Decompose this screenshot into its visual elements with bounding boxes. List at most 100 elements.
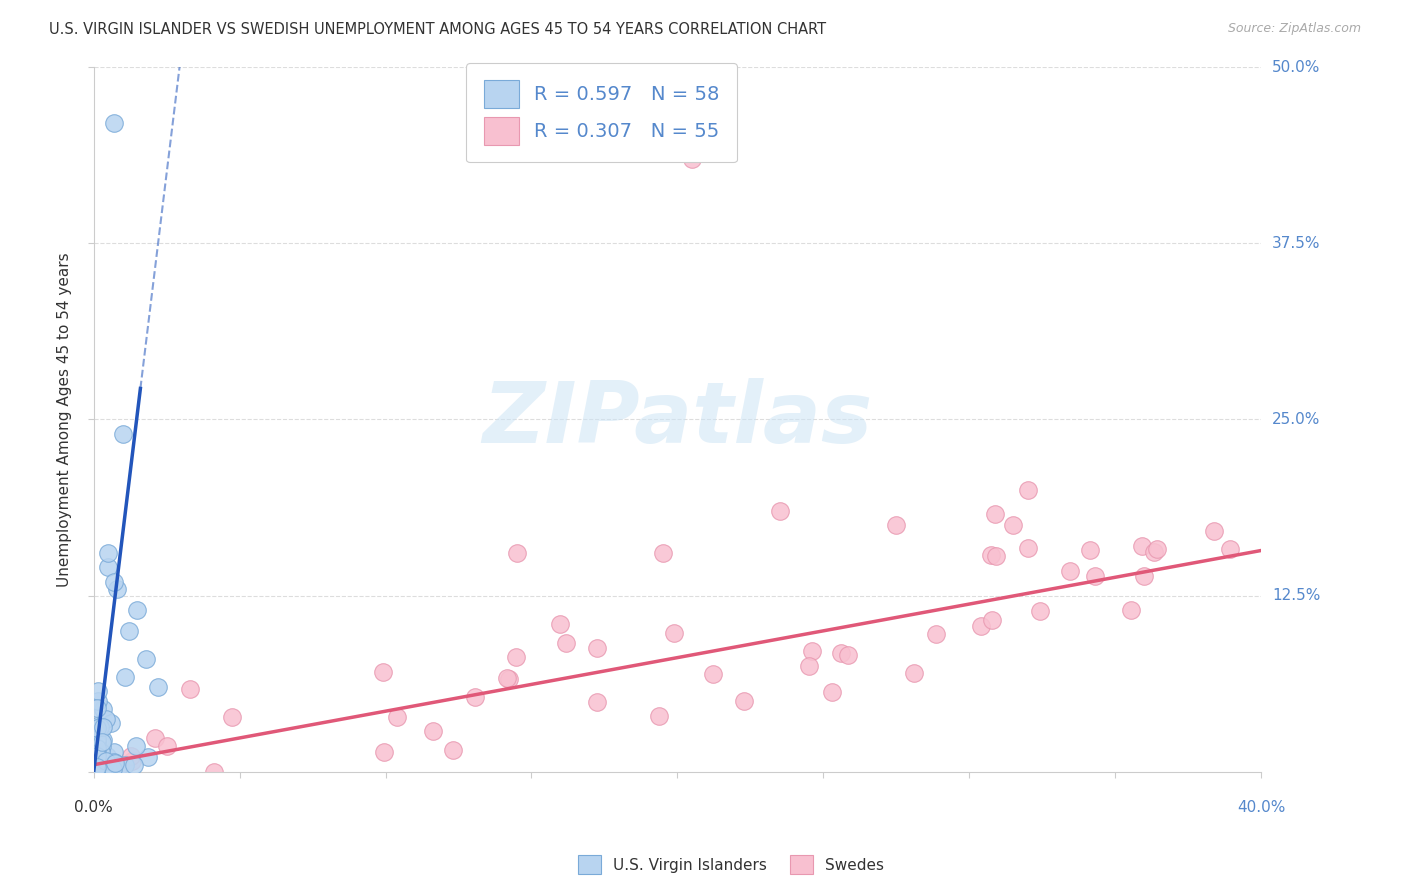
Point bbox=[125, 739, 148, 753]
Point bbox=[984, 507, 1007, 521]
Point bbox=[202, 764, 225, 779]
Text: 40.0%: 40.0% bbox=[1237, 799, 1285, 814]
Point bbox=[86, 732, 108, 747]
Point bbox=[464, 690, 486, 704]
Point bbox=[970, 619, 993, 633]
Text: Source: ZipAtlas.com: Source: ZipAtlas.com bbox=[1227, 22, 1361, 36]
Point bbox=[1078, 543, 1101, 558]
Point bbox=[651, 546, 673, 560]
Point bbox=[681, 152, 703, 166]
Text: ZIPatlas: ZIPatlas bbox=[482, 378, 873, 461]
Point bbox=[373, 745, 395, 759]
Point bbox=[768, 504, 790, 518]
Point bbox=[103, 116, 125, 130]
Point bbox=[90, 739, 112, 753]
Point bbox=[97, 546, 120, 560]
Point bbox=[221, 710, 243, 724]
Point bbox=[86, 748, 108, 763]
Point bbox=[136, 750, 159, 764]
Point bbox=[1133, 569, 1156, 583]
Point bbox=[94, 754, 117, 768]
Point bbox=[371, 665, 394, 679]
Point bbox=[586, 641, 609, 656]
Point bbox=[96, 748, 118, 763]
Point bbox=[89, 751, 111, 765]
Point bbox=[702, 666, 724, 681]
Point bbox=[1219, 542, 1241, 557]
Point bbox=[91, 732, 114, 747]
Point bbox=[105, 582, 128, 596]
Point bbox=[1084, 569, 1107, 583]
Point bbox=[103, 574, 125, 589]
Point bbox=[548, 617, 571, 632]
Point bbox=[101, 759, 124, 773]
Y-axis label: Unemployment Among Ages 45 to 54 years: Unemployment Among Ages 45 to 54 years bbox=[58, 252, 72, 587]
Legend: U.S. Virgin Islanders, Swedes: U.S. Virgin Islanders, Swedes bbox=[572, 849, 890, 880]
Point bbox=[86, 719, 108, 733]
Point bbox=[441, 743, 464, 757]
Point bbox=[496, 671, 519, 685]
Point bbox=[86, 735, 108, 749]
Point bbox=[505, 649, 527, 664]
Point bbox=[86, 756, 108, 770]
Point bbox=[91, 720, 114, 734]
Text: 12.5%: 12.5% bbox=[1272, 588, 1320, 603]
Text: 25.0%: 25.0% bbox=[1272, 412, 1320, 427]
Point bbox=[1146, 542, 1168, 557]
Point bbox=[91, 759, 114, 773]
Point bbox=[90, 745, 112, 759]
Point bbox=[821, 685, 844, 699]
Point bbox=[107, 764, 129, 779]
Point bbox=[89, 733, 111, 747]
Point bbox=[86, 732, 108, 747]
Point bbox=[120, 748, 142, 763]
Point bbox=[94, 712, 117, 726]
Point bbox=[1204, 524, 1226, 538]
Point bbox=[506, 546, 529, 560]
Point bbox=[1119, 603, 1142, 617]
Point bbox=[86, 747, 108, 761]
Point bbox=[89, 720, 111, 734]
Point bbox=[648, 709, 671, 723]
Point bbox=[422, 723, 444, 738]
Point bbox=[97, 560, 120, 574]
Point bbox=[981, 613, 1004, 627]
Point bbox=[801, 644, 824, 658]
Point bbox=[86, 760, 108, 774]
Point bbox=[1143, 544, 1166, 558]
Text: U.S. VIRGIN ISLANDER VS SWEDISH UNEMPLOYMENT AMONG AGES 45 TO 54 YEARS CORRELATI: U.S. VIRGIN ISLANDER VS SWEDISH UNEMPLOY… bbox=[49, 22, 827, 37]
Text: 50.0%: 50.0% bbox=[1272, 60, 1320, 75]
Point bbox=[90, 757, 112, 772]
Point bbox=[143, 731, 166, 745]
Point bbox=[114, 670, 136, 684]
Point bbox=[1059, 564, 1081, 578]
Point bbox=[110, 758, 132, 772]
Point bbox=[86, 748, 108, 763]
Point bbox=[121, 754, 143, 768]
Point bbox=[1130, 540, 1153, 554]
Point bbox=[146, 680, 169, 694]
Point bbox=[86, 701, 108, 715]
Point bbox=[114, 757, 136, 772]
Point bbox=[103, 756, 125, 770]
Point bbox=[101, 762, 124, 776]
Text: 37.5%: 37.5% bbox=[1272, 235, 1320, 251]
Point bbox=[903, 665, 925, 680]
Point bbox=[103, 764, 125, 779]
Point bbox=[86, 756, 108, 770]
Point bbox=[884, 518, 907, 533]
Point bbox=[179, 682, 201, 697]
Point bbox=[797, 658, 820, 673]
Point bbox=[1017, 541, 1039, 555]
Point bbox=[87, 684, 110, 698]
Point bbox=[103, 760, 125, 774]
Point bbox=[586, 695, 609, 709]
Point bbox=[87, 694, 110, 708]
Point bbox=[86, 764, 108, 778]
Point bbox=[86, 721, 108, 735]
Point bbox=[91, 735, 114, 749]
Point bbox=[1029, 604, 1052, 618]
Point bbox=[127, 603, 149, 617]
Text: 0.0%: 0.0% bbox=[75, 799, 112, 814]
Point bbox=[86, 761, 108, 775]
